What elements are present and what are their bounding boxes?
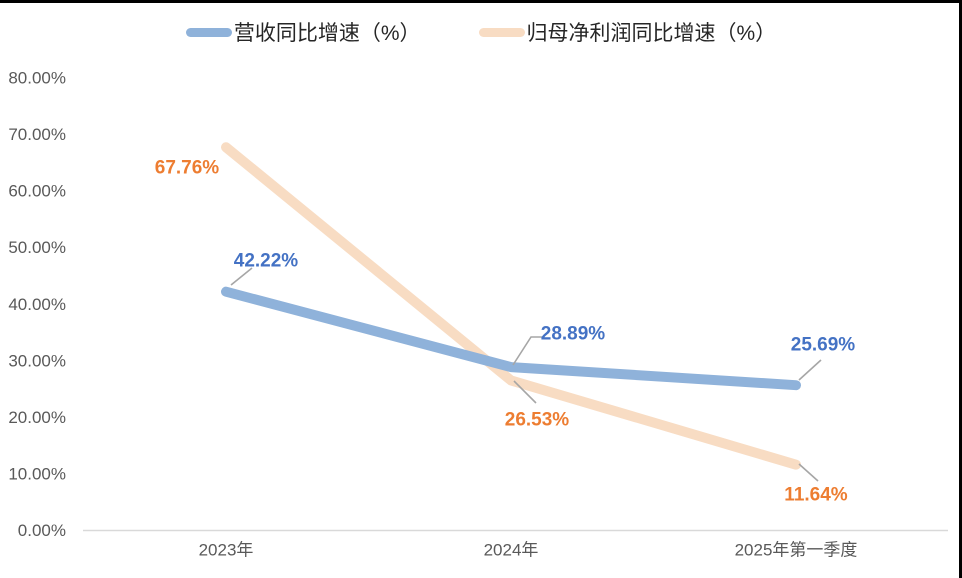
data-label-series0-point2: 25.69% (791, 335, 856, 356)
net-profit-series-swatch-icon (478, 27, 525, 37)
legend-label-net-profit: 归母净利润同比增速（%） (526, 22, 777, 45)
chart-legend: 营收同比增速（%） 归母净利润同比增速（%） (0, 17, 962, 47)
data-label-series1-point2: 11.64% (784, 485, 847, 506)
data-label-leader-line (798, 463, 819, 482)
y-axis-tick-label: 40.00% (8, 295, 66, 314)
y-axis-tick-label: 20.00% (8, 408, 66, 427)
x-axis-tick-label: 2023年 (199, 541, 254, 560)
legend-item-net-profit-growth: 归母净利润同比增速（%） (478, 17, 777, 47)
y-axis-tick-label: 60.00% (8, 182, 66, 201)
data-label-series1-point0: 67.76% (155, 158, 220, 179)
y-axis-tick-label: 10.00% (8, 464, 66, 483)
x-axis-tick-label: 2025年第一季度 (735, 541, 858, 560)
series-line-0 (221, 286, 801, 391)
series-line-1 (221, 142, 801, 470)
data-label-leader-line (230, 267, 253, 286)
y-axis-tick-label: 30.00% (8, 351, 66, 370)
data-label-series0-point1: 28.89% (541, 324, 606, 345)
data-label-leader-line (512, 336, 542, 366)
y-axis-tick-label: 80.00% (8, 69, 66, 88)
revenue-series-swatch-icon (185, 27, 232, 37)
image-border-right (959, 0, 962, 578)
legend-item-revenue-growth: 营收同比增速（%） (185, 17, 421, 47)
y-axis-tick-label: 0.00% (18, 521, 66, 540)
legend-label-revenue: 营收同比增速（%） (233, 22, 421, 45)
data-label-leader-line (798, 359, 822, 381)
data-label-series1-point1: 26.53% (505, 410, 570, 431)
y-axis-tick-label: 50.00% (8, 238, 66, 257)
image-border-top (0, 0, 962, 3)
y-axis-tick-label: 70.00% (8, 125, 66, 144)
data-label-series0-point0: 42.22% (234, 251, 299, 272)
x-axis-tick-label: 2024年 (484, 541, 539, 560)
data-label-leader-line (513, 380, 537, 404)
